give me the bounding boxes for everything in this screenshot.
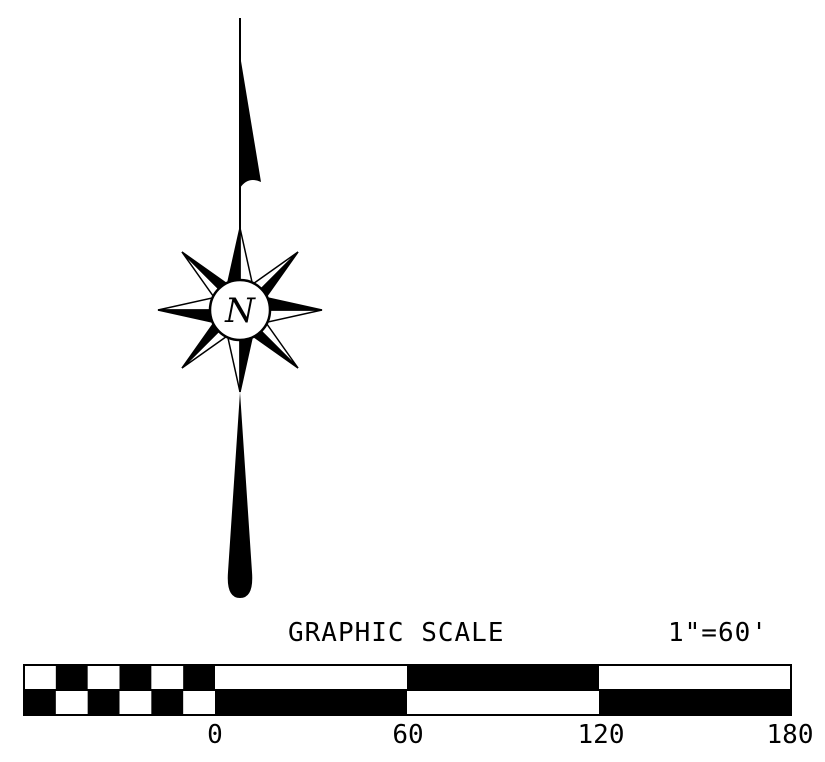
scale-tick-180: 180: [766, 720, 814, 750]
scale-cell-lower: [24, 690, 56, 715]
scale-cell-upper: [183, 665, 215, 690]
scale-cell-upper: [119, 665, 152, 690]
scale-segment-lower: [215, 690, 407, 715]
scale-ratio: 1"=60': [668, 618, 768, 648]
scale-title: GRAPHIC SCALE: [288, 618, 505, 648]
scale-segment-lower: [599, 690, 791, 715]
compass-rose-icon: N: [157, 227, 323, 393]
north-arrow-tail: [227, 392, 253, 598]
scale-tick-0: 0: [207, 720, 223, 750]
scale-segment-upper: [407, 665, 599, 690]
scale-cell-lower: [151, 690, 184, 715]
compass-center-circle: [208, 278, 272, 342]
scale-cell-upper: [55, 665, 88, 690]
scale-bar-cells: [24, 665, 791, 715]
scale-tick-60: 60: [392, 720, 424, 750]
compass-north-letter: N: [224, 291, 256, 331]
north-arrow-flag: [240, 55, 261, 188]
scale-cell-lower: [87, 690, 120, 715]
scale-tick-120: 120: [577, 720, 625, 750]
